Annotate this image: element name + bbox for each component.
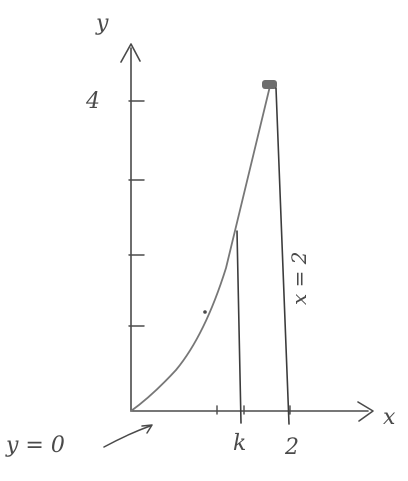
curve-endpoint	[262, 80, 277, 89]
y-axis	[120, 43, 141, 412]
y-axis-label: y	[95, 11, 109, 36]
curve	[130, 85, 271, 412]
vertical-line-x2	[275, 87, 290, 425]
x-tick-label-k: k	[233, 431, 246, 456]
ink-dot	[203, 310, 207, 314]
curve-y0-label: y = 0	[5, 433, 65, 458]
x-axis	[130, 401, 374, 422]
x-axis-arrowhead	[357, 401, 374, 422]
y-axis-arrowhead	[120, 43, 141, 63]
line-x2-label: x = 2	[287, 252, 311, 305]
y0-pointer-arrow	[103, 424, 153, 448]
y-tick-label-4: 4	[85, 89, 100, 114]
x-axis-label: x	[383, 405, 396, 430]
vertical-line-k	[236, 230, 242, 424]
x-tick-label-2: 2	[284, 435, 299, 460]
